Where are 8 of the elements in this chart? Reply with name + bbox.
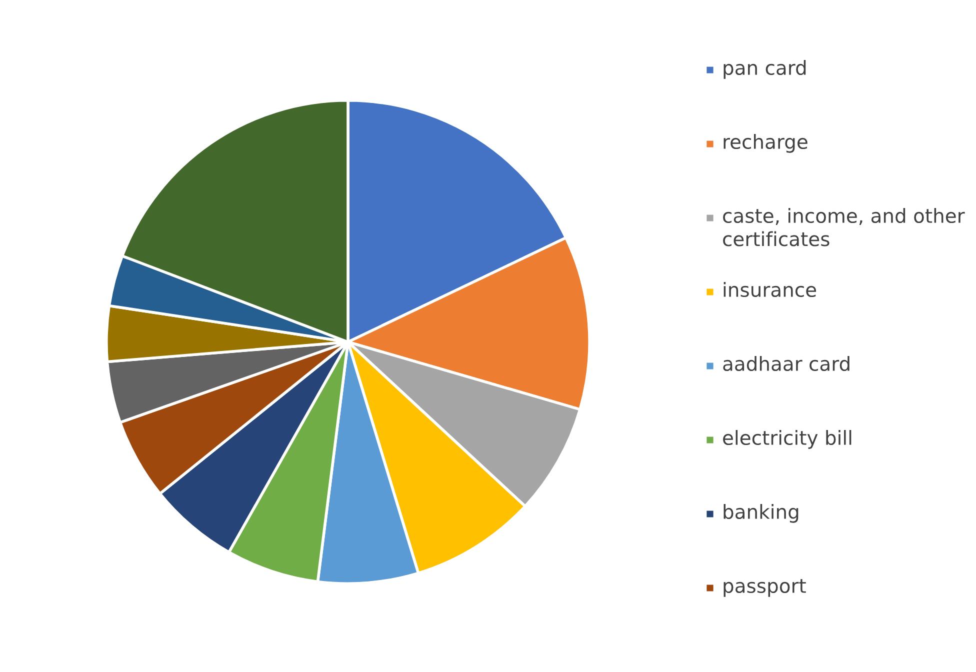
legend-label: pan card [724, 60, 806, 79]
legend-label: recharge [724, 134, 808, 153]
legend-label: caste, income, and other certificates [723, 208, 965, 246]
legend-label: insurance [724, 282, 816, 298]
legend-label: banking [724, 504, 798, 523]
legend-label: passport [724, 579, 806, 597]
legend-label: electricity bill [723, 430, 852, 449]
legend-label: aadhaar card [723, 356, 850, 372]
